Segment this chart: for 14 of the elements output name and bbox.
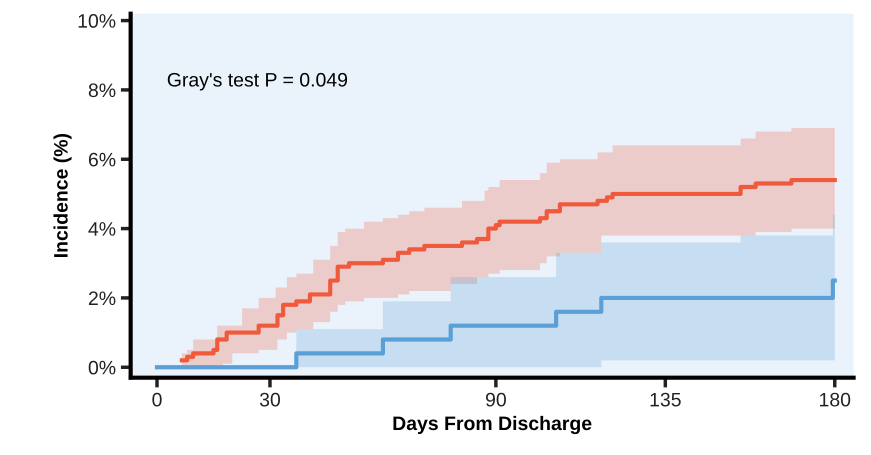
y-tick-label: 10%: [78, 14, 116, 28]
annotation: Gray's test P = 0.049: [168, 72, 348, 90]
x-tick-label: 30: [260, 392, 280, 407]
x-tick-label: 90: [486, 392, 506, 407]
y-tick-label: 4%: [88, 222, 116, 236]
y-tick-label: 2%: [88, 291, 116, 306]
y-tick-label: 8%: [88, 83, 116, 98]
y-tick-label: 6%: [88, 152, 116, 166]
y-axis-title: Incidence (%): [53, 134, 72, 258]
x-tick-label: 135: [650, 392, 681, 407]
x-tick-label: 0: [152, 392, 162, 407]
x-axis-title: Days From Discharge: [393, 416, 592, 434]
x-tick-label: 180: [820, 392, 850, 407]
y-tick-label: 0%: [88, 360, 116, 374]
